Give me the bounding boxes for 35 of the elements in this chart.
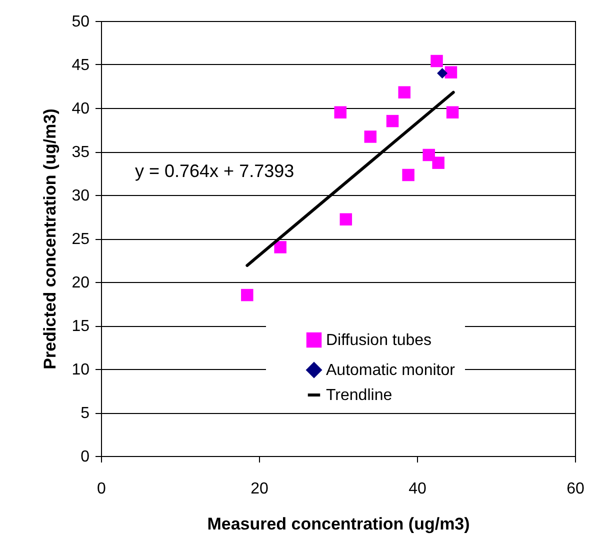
- point: [446, 106, 459, 118]
- point: [437, 68, 448, 78]
- y-tick-label: 30: [72, 188, 90, 204]
- y-tick-label: 0: [80, 448, 90, 466]
- y-tick-label: 35: [72, 144, 90, 161]
- x-tick-label: 0: [97, 480, 106, 498]
- point: [422, 148, 435, 162]
- point: [364, 130, 377, 143]
- point: [340, 213, 352, 226]
- y-tick-label: 50: [72, 14, 90, 30]
- y-tick-label: 15: [72, 318, 90, 335]
- legend-label: Diffusion tubes: [326, 332, 432, 349]
- y-tick-label: 25: [72, 231, 90, 248]
- point: [241, 288, 254, 302]
- x-tick-label: 60: [566, 480, 584, 498]
- point: [334, 106, 346, 118]
- y-tick-label: 10: [72, 362, 90, 378]
- point: [402, 168, 414, 182]
- point: [274, 241, 286, 254]
- y-tick-label: 45: [72, 57, 90, 74]
- annotation: y = 0.764x + 7.7393: [135, 161, 294, 181]
- y-axis-title: Predicted concentration (ug/m3): [40, 108, 60, 370]
- point: [444, 66, 458, 78]
- legend-label: Trendline: [326, 387, 392, 404]
- x-axis-title: Measured concentration (ug/m3): [207, 514, 470, 534]
- point: [430, 54, 443, 68]
- legend-label: Automatic monitor: [326, 362, 456, 379]
- x-tick-label: 40: [408, 480, 426, 498]
- y-tick-label: 20: [72, 274, 90, 292]
- point: [386, 114, 399, 128]
- x-tick-label: 20: [250, 480, 268, 498]
- y-tick-label: 5: [80, 405, 90, 422]
- point: [432, 156, 444, 169]
- y-tick-label: 40: [72, 100, 90, 118]
- point: [398, 86, 410, 98]
